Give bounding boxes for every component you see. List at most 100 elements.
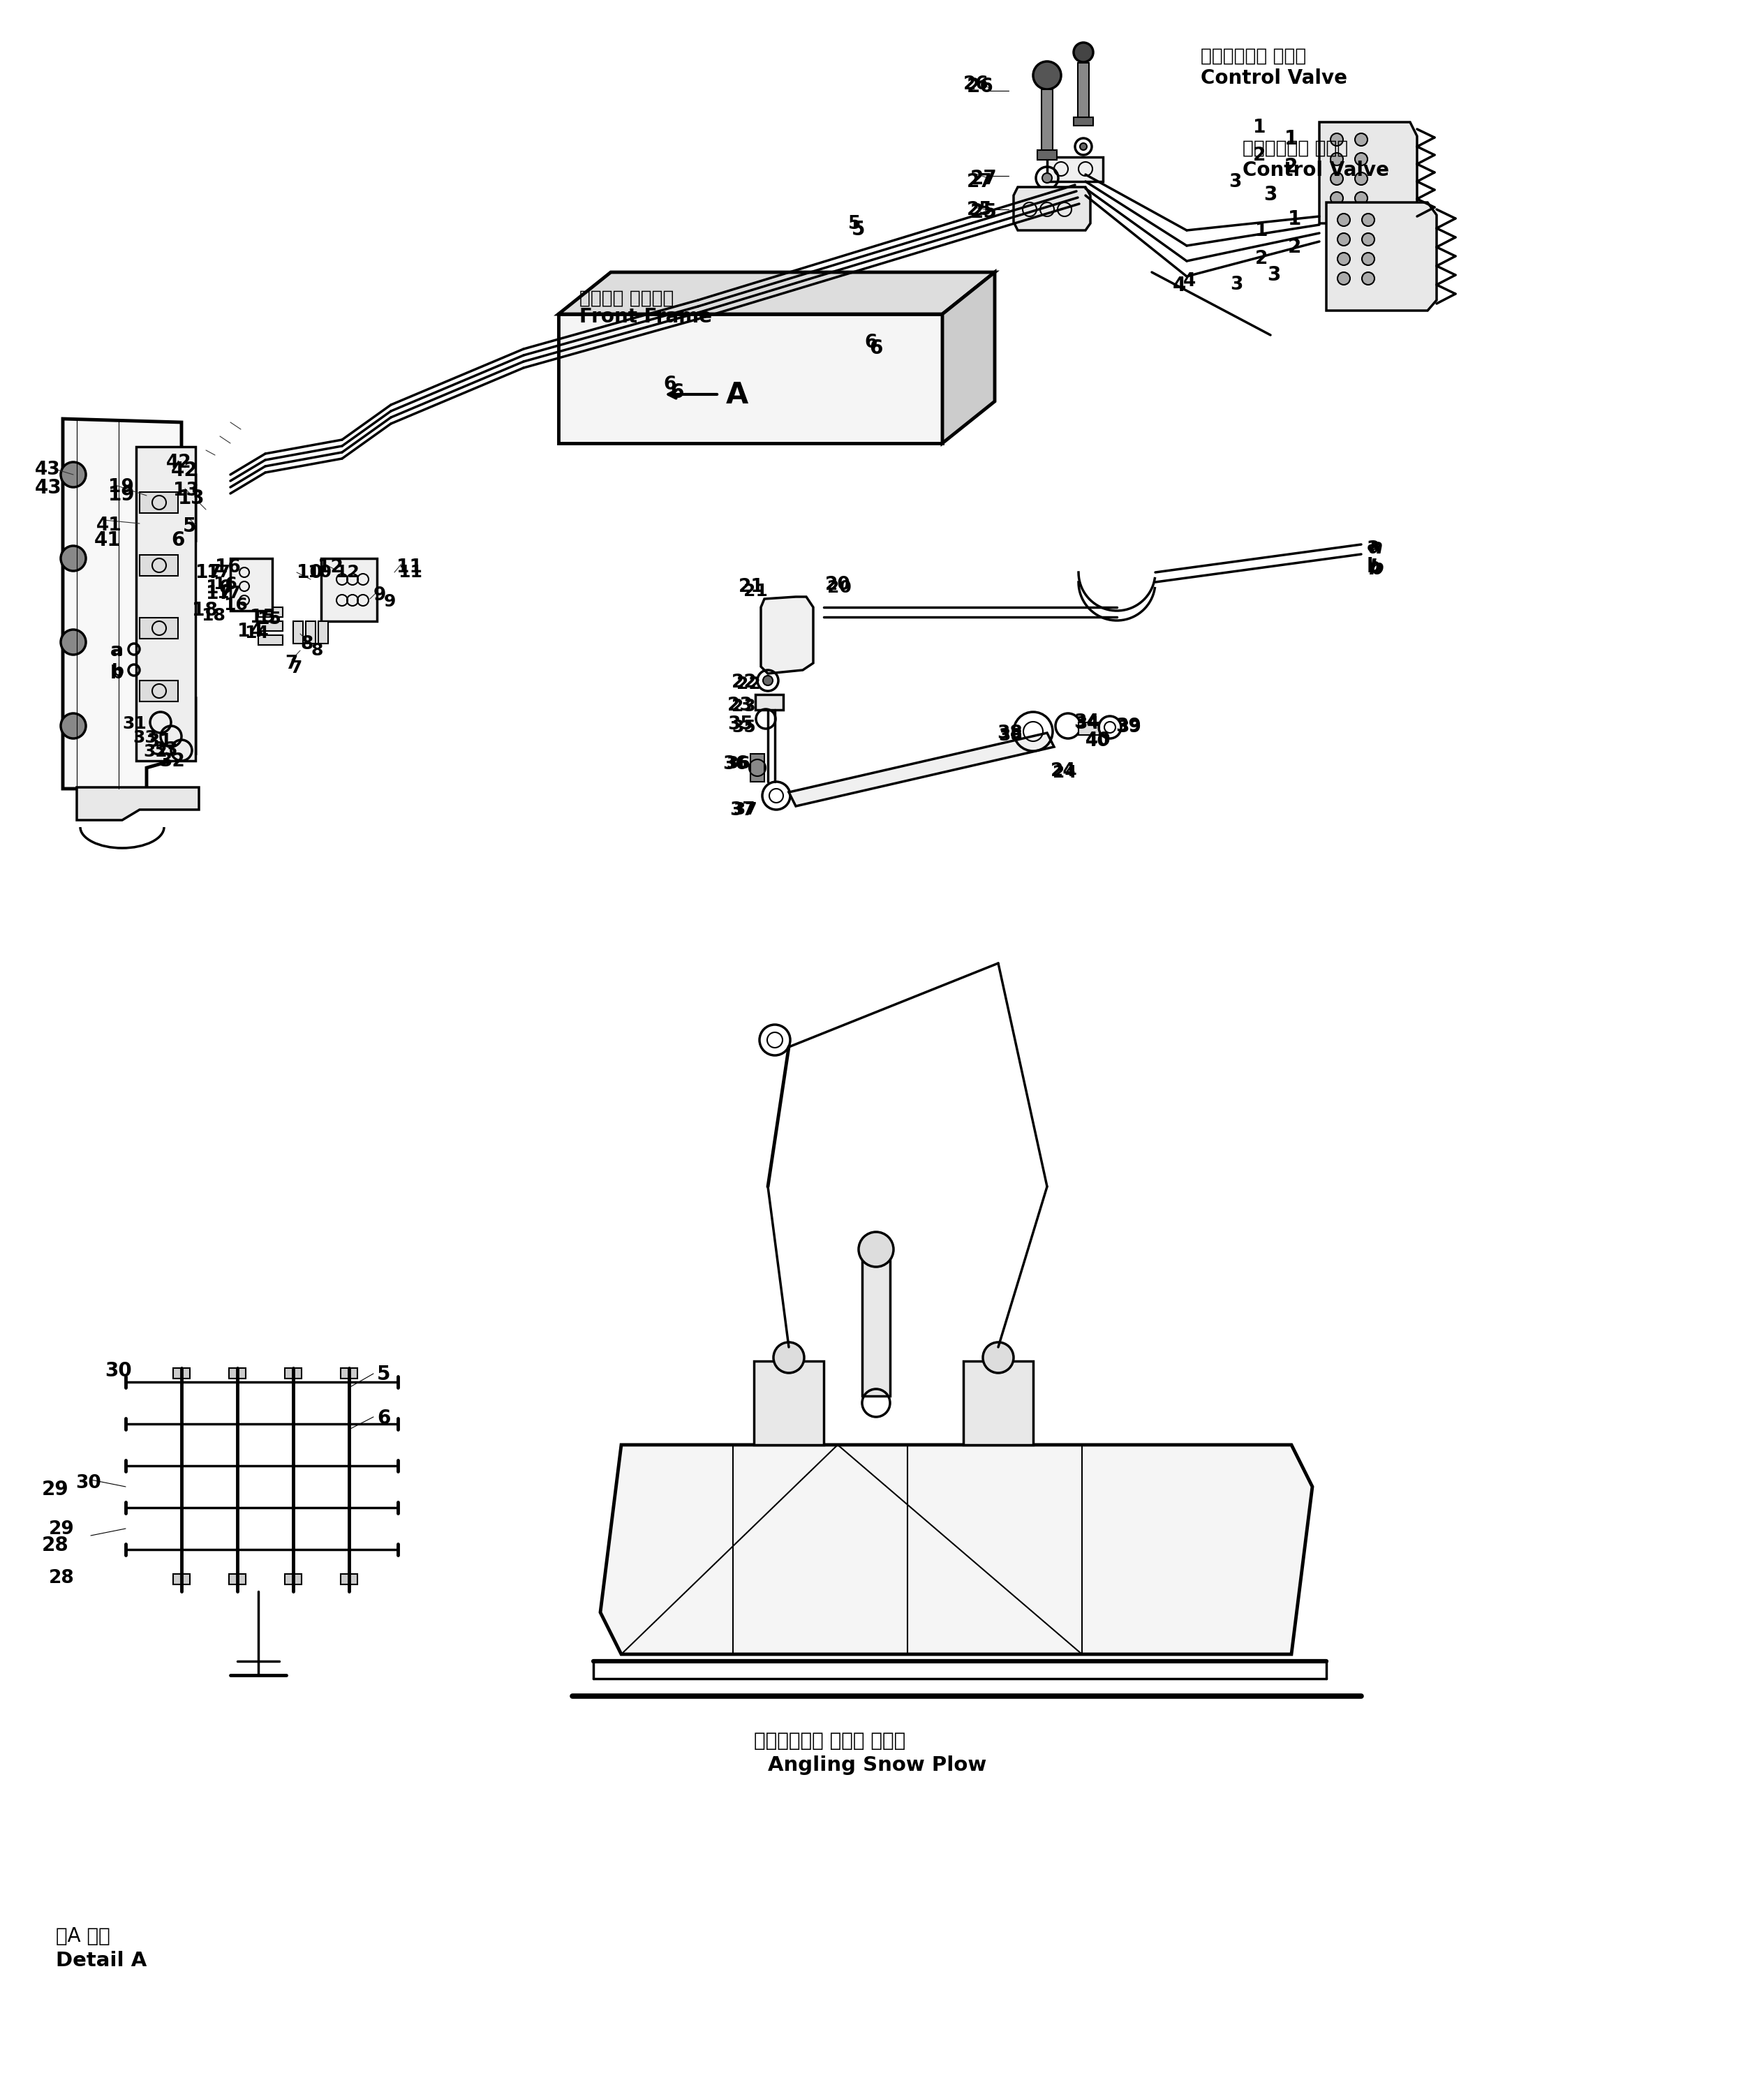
- Text: 2: 2: [1252, 146, 1267, 164]
- Text: 16: 16: [215, 557, 240, 576]
- Text: 27: 27: [967, 173, 993, 191]
- Text: 7: 7: [289, 659, 302, 676]
- Text: 42: 42: [171, 460, 198, 480]
- Circle shape: [60, 713, 86, 738]
- Text: 18: 18: [201, 607, 226, 624]
- Text: 28: 28: [49, 1568, 74, 1587]
- Bar: [139, 680, 178, 701]
- Bar: [173, 1369, 191, 1379]
- Polygon shape: [1014, 187, 1090, 231]
- Circle shape: [1337, 214, 1349, 227]
- Text: フロント フレーム: フロント フレーム: [579, 289, 674, 308]
- Text: Detail A: Detail A: [56, 1951, 146, 1970]
- Text: 13: 13: [173, 483, 199, 499]
- Text: b: b: [111, 664, 123, 680]
- Text: 6: 6: [171, 530, 185, 549]
- Text: 31: 31: [146, 732, 173, 751]
- Text: 14: 14: [245, 624, 268, 641]
- Text: 10: 10: [296, 564, 323, 582]
- Circle shape: [1337, 272, 1349, 285]
- Text: 16: 16: [213, 576, 236, 593]
- Text: 3: 3: [1230, 277, 1244, 293]
- Polygon shape: [1319, 123, 1416, 223]
- Text: 2: 2: [1284, 158, 1298, 177]
- Text: 15: 15: [250, 609, 275, 626]
- Text: 17: 17: [206, 584, 231, 603]
- Bar: [1078, 722, 1099, 734]
- Text: 14: 14: [238, 622, 263, 641]
- Text: 28: 28: [42, 1535, 69, 1556]
- Text: 5: 5: [377, 1364, 390, 1383]
- Text: 19: 19: [108, 478, 134, 497]
- Circle shape: [1355, 152, 1367, 166]
- Text: コントロール バルブ: コントロール バルブ: [1201, 48, 1307, 67]
- Text: 20: 20: [827, 580, 852, 597]
- Polygon shape: [559, 314, 942, 443]
- Circle shape: [1337, 252, 1349, 266]
- Text: a: a: [1369, 537, 1383, 557]
- Circle shape: [983, 1342, 1014, 1373]
- Bar: [318, 622, 328, 643]
- Text: 41: 41: [93, 530, 122, 549]
- Text: 22: 22: [736, 676, 760, 693]
- Text: 6: 6: [663, 376, 676, 393]
- Text: A: A: [727, 381, 748, 410]
- Text: 30: 30: [104, 1360, 132, 1381]
- Text: b: b: [1369, 557, 1383, 578]
- Text: 40: 40: [1085, 732, 1110, 749]
- Circle shape: [1330, 173, 1342, 185]
- Text: 27: 27: [970, 168, 997, 189]
- Bar: [1041, 89, 1053, 152]
- Bar: [139, 493, 178, 514]
- Circle shape: [60, 630, 86, 655]
- Circle shape: [764, 676, 773, 686]
- Text: 26: 26: [963, 75, 990, 94]
- Text: 37: 37: [730, 801, 755, 820]
- Bar: [1037, 150, 1057, 160]
- Text: 36: 36: [727, 755, 750, 772]
- Bar: [258, 634, 282, 645]
- Bar: [293, 622, 303, 643]
- Text: 8: 8: [300, 634, 312, 653]
- Text: 6: 6: [377, 1408, 390, 1429]
- Text: 3: 3: [1228, 173, 1242, 191]
- Circle shape: [773, 1342, 804, 1373]
- Text: 16: 16: [224, 597, 247, 614]
- Text: 39: 39: [1117, 720, 1141, 736]
- Text: 11: 11: [399, 564, 422, 580]
- Text: 25: 25: [970, 202, 997, 223]
- Text: 38: 38: [997, 724, 1023, 743]
- Text: Angling Snow Plow: Angling Snow Plow: [767, 1756, 986, 1774]
- Circle shape: [1330, 133, 1342, 146]
- Text: 31: 31: [122, 716, 146, 732]
- Circle shape: [1362, 272, 1374, 285]
- Text: 32: 32: [143, 743, 168, 759]
- Circle shape: [1043, 173, 1051, 183]
- Text: 33: 33: [152, 740, 178, 759]
- Text: 37: 37: [734, 801, 757, 817]
- Text: 21: 21: [743, 582, 767, 599]
- Text: 1: 1: [1284, 129, 1298, 148]
- Text: 10: 10: [307, 564, 332, 580]
- Text: 17: 17: [196, 564, 220, 582]
- Circle shape: [1362, 214, 1374, 227]
- Text: 13: 13: [178, 489, 205, 508]
- Text: 36: 36: [723, 755, 748, 774]
- Text: 5: 5: [183, 516, 196, 537]
- Text: 39: 39: [1115, 718, 1141, 736]
- Bar: [139, 555, 178, 576]
- Text: 6: 6: [670, 383, 684, 401]
- Bar: [1074, 116, 1094, 125]
- Polygon shape: [789, 732, 1055, 807]
- Circle shape: [60, 545, 86, 570]
- Text: Control Valve: Control Valve: [1242, 160, 1388, 181]
- Polygon shape: [942, 272, 995, 443]
- Text: 12: 12: [335, 564, 360, 580]
- Text: Front Frame: Front Frame: [579, 308, 713, 327]
- Text: 30: 30: [76, 1475, 101, 1491]
- Text: 43: 43: [35, 460, 60, 478]
- Bar: [229, 1575, 245, 1585]
- Bar: [229, 1369, 245, 1379]
- Circle shape: [1337, 233, 1349, 245]
- Text: 2: 2: [1256, 250, 1268, 268]
